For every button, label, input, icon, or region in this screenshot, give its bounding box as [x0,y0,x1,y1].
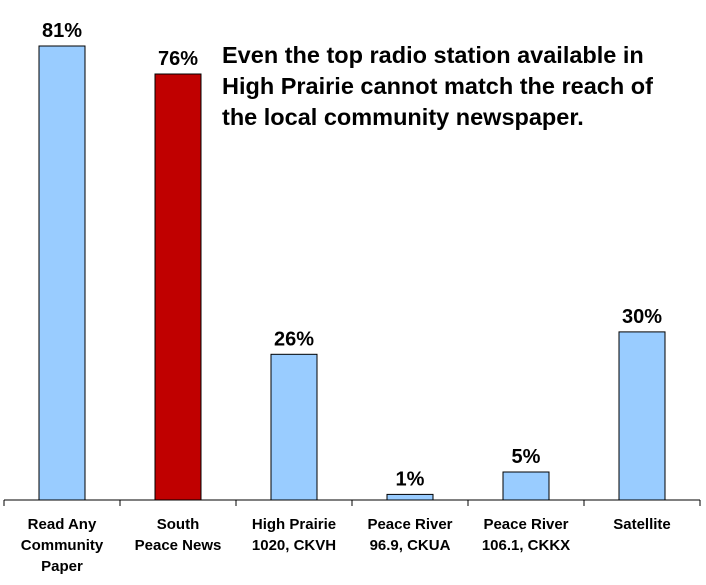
category-label-0-line-2: Paper [41,558,83,575]
category-label-4-line-1: 106.1, CKKX [482,537,570,554]
category-label-1-line-1: Peace News [135,537,222,554]
bar-0 [39,46,85,500]
category-label-4-line-0: Peace River [483,516,568,533]
category-label-2-line-0: High Prairie [252,516,336,533]
value-label-4: 5% [512,446,541,468]
bar-3 [387,494,433,500]
chart-annotation: Even the top radio station available in … [222,40,692,133]
bar-5 [619,332,665,500]
value-label-0: 81% [42,20,82,42]
value-label-2: 26% [274,328,314,350]
bar-1 [155,74,201,500]
category-label-0-line-0: Read Any [28,516,97,533]
value-label-3: 1% [396,468,425,490]
category-label-3-line-1: 96.9, CKUA [370,537,451,554]
value-label-5: 30% [622,306,662,328]
category-label-2-line-1: 1020, CKVH [252,537,336,554]
category-labels: Read Any Community Paper South Peace News Hig… [21,516,671,575]
category-label-1-line-0: South [157,516,200,533]
value-label-1: 76% [158,48,198,70]
category-label-5-line-0: Satellite [613,516,671,533]
category-label-3-line-0: Peace River [367,516,452,533]
category-label-0-line-1: Community [21,537,104,554]
x-axis [4,500,700,506]
bar-2 [271,354,317,500]
bar-4 [503,472,549,500]
